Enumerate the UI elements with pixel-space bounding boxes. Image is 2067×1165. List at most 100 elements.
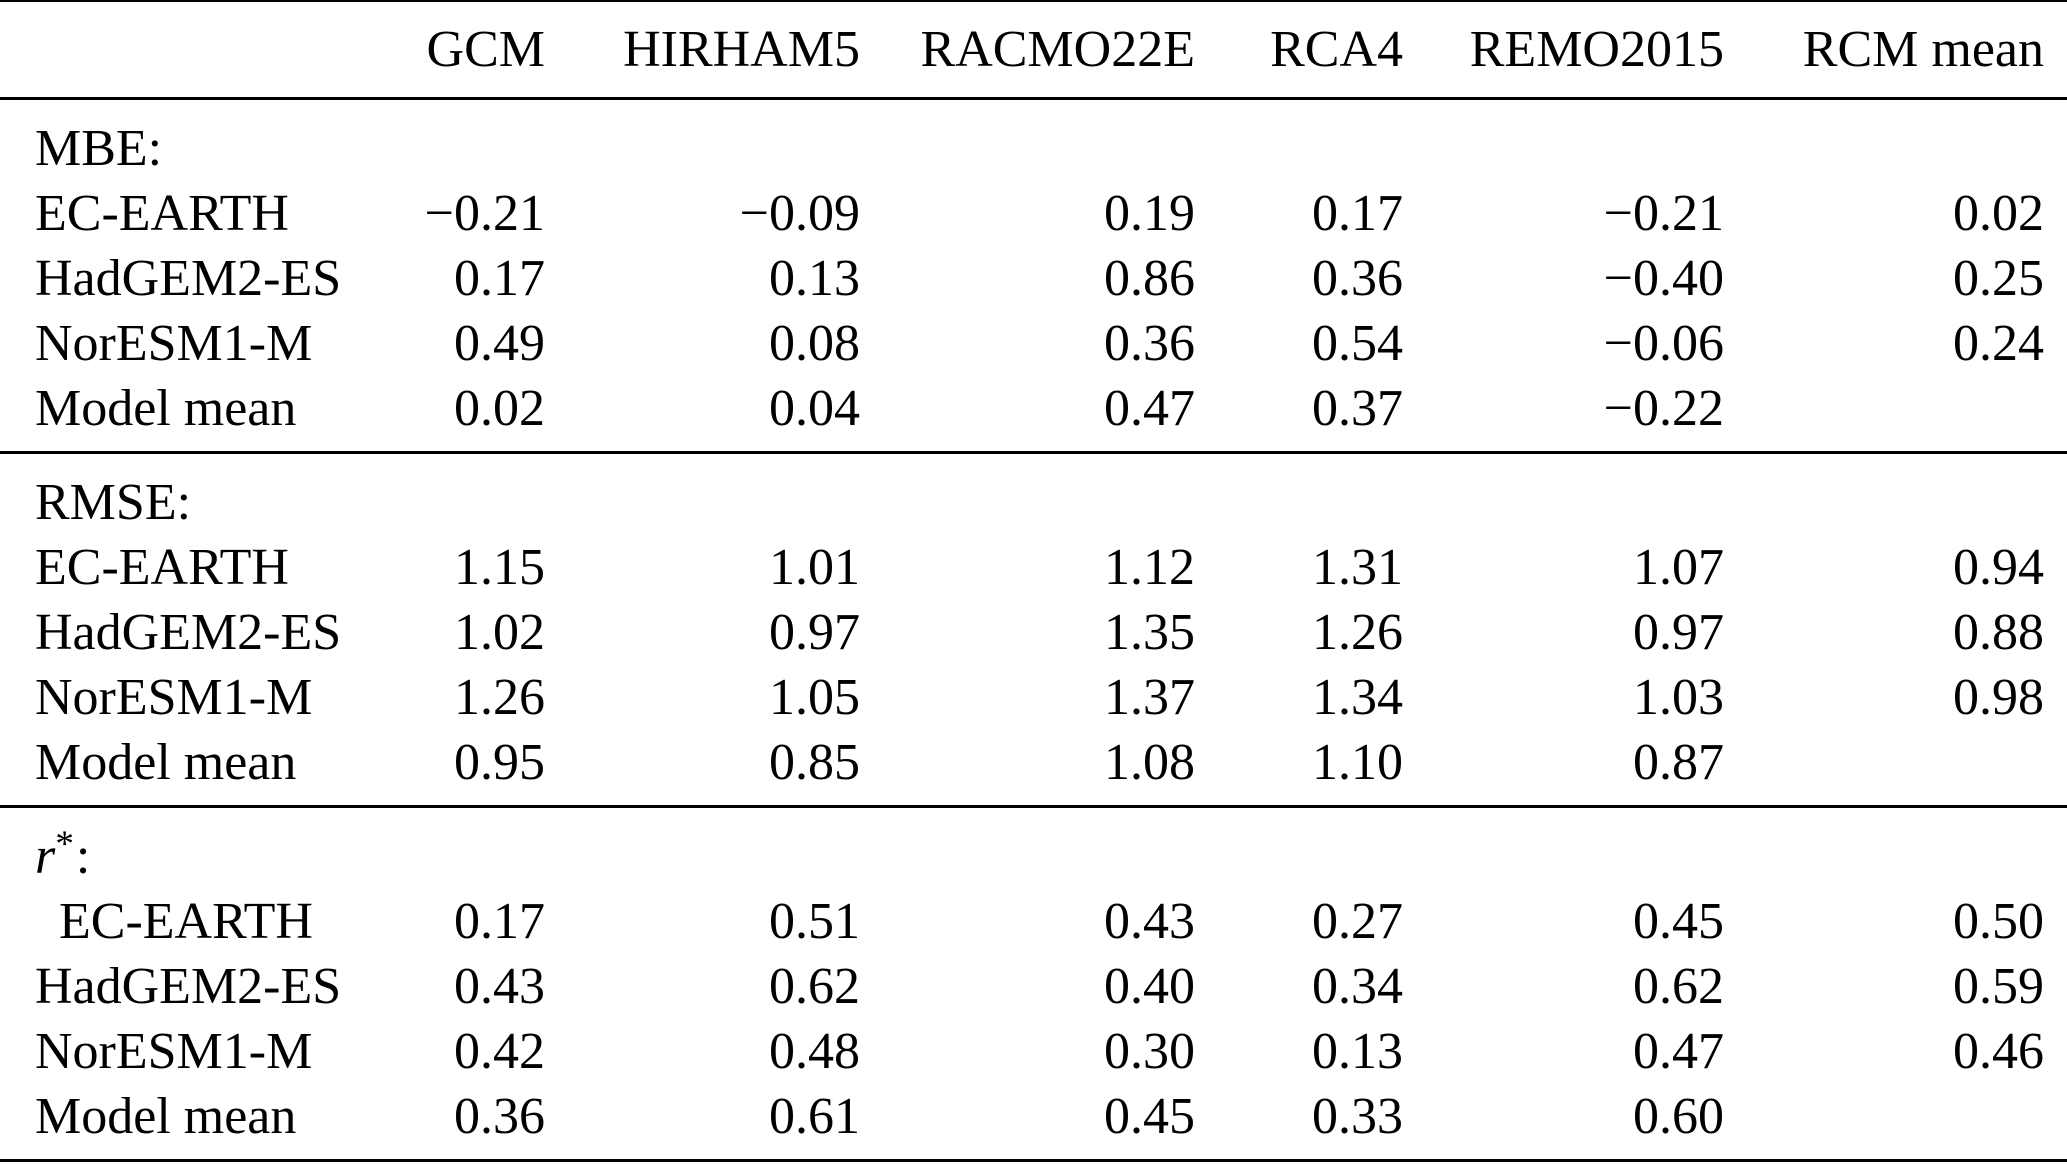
table-header: GCM HIRHAM5 RACMO22E RCA4 REMO2015 RCM m… xyxy=(0,1,2067,99)
data-cell: 0.25 xyxy=(1953,250,2044,307)
row-label-column-header xyxy=(0,1,380,99)
data-cell: 0.30 xyxy=(1104,1023,1195,1080)
data-cell: 0.43 xyxy=(454,958,545,1015)
data-cell: 0.60 xyxy=(1633,1088,1724,1145)
row-label: NorESM1-M xyxy=(35,669,313,726)
data-cell: 0.19 xyxy=(1104,185,1195,242)
data-cell: 1.34 xyxy=(1312,669,1403,726)
data-cell: 0.47 xyxy=(1104,380,1195,437)
data-cell: 0.62 xyxy=(769,958,860,1015)
table-row: EC-EARTH −0.21 −0.09 0.19 0.17 −0.21 0.0… xyxy=(0,181,2067,246)
data-cell: 0.45 xyxy=(1633,893,1724,950)
data-cell: −0.22 xyxy=(1603,380,1724,437)
row-label: HadGEM2-ES xyxy=(35,604,342,661)
table-row: NorESM1-M 1.26 1.05 1.37 1.34 1.03 0.98 xyxy=(0,665,2067,730)
data-cell: 1.10 xyxy=(1312,734,1403,791)
data-cell: 0.85 xyxy=(769,734,860,791)
data-cell: 1.31 xyxy=(1312,539,1403,596)
data-cell: 0.37 xyxy=(1312,380,1403,437)
data-cell: 0.62 xyxy=(1633,958,1724,1015)
column-header-hirham5: HIRHAM5 xyxy=(623,21,860,78)
rstar-symbol: r xyxy=(35,828,56,885)
table-row: NorESM1-M 0.42 0.48 0.30 0.13 0.47 0.46 xyxy=(0,1019,2067,1084)
section-label: MBE: xyxy=(35,120,163,177)
data-cell: 0.13 xyxy=(769,250,860,307)
row-label: EC-EARTH xyxy=(59,893,313,950)
data-cell: 0.27 xyxy=(1312,893,1403,950)
data-cell: 0.42 xyxy=(454,1023,545,1080)
data-cell: 0.02 xyxy=(1953,185,2044,242)
data-cell xyxy=(1724,730,2067,807)
data-cell: 1.03 xyxy=(1633,669,1724,726)
row-label: NorESM1-M xyxy=(35,315,313,372)
data-cell: 0.46 xyxy=(1953,1023,2044,1080)
data-cell: 0.45 xyxy=(1104,1088,1195,1145)
data-cell: 0.36 xyxy=(1104,315,1195,372)
data-cell: 0.08 xyxy=(769,315,860,372)
column-header-gcm: GCM xyxy=(426,21,545,78)
table-row: HadGEM2-ES 0.17 0.13 0.86 0.36 −0.40 0.2… xyxy=(0,246,2067,311)
data-cell: 0.97 xyxy=(769,604,860,661)
data-cell: 1.26 xyxy=(454,669,545,726)
table-row: Model mean 0.95 0.85 1.08 1.10 0.87 xyxy=(0,730,2067,807)
data-cell: 0.88 xyxy=(1953,604,2044,661)
table-row: HadGEM2-ES 0.43 0.62 0.40 0.34 0.62 0.59 xyxy=(0,954,2067,1019)
table-row: EC-EARTH 1.15 1.01 1.12 1.31 1.07 0.94 xyxy=(0,535,2067,600)
data-cell: 1.37 xyxy=(1104,669,1195,726)
data-cell: 0.95 xyxy=(454,734,545,791)
column-header-rca4: RCA4 xyxy=(1270,21,1403,78)
header-row: GCM HIRHAM5 RACMO22E RCA4 REMO2015 RCM m… xyxy=(0,1,2067,99)
data-cell: 1.35 xyxy=(1104,604,1195,661)
data-cell xyxy=(1724,1084,2067,1161)
data-cell: 0.54 xyxy=(1312,315,1403,372)
section-label-row: MBE: xyxy=(0,99,2067,182)
data-cell: −0.21 xyxy=(1603,185,1724,242)
row-label: EC-EARTH xyxy=(35,539,289,596)
section-rmse: RMSE: EC-EARTH 1.15 1.01 1.12 1.31 1.07 … xyxy=(0,453,2067,807)
section-label: RMSE: xyxy=(35,474,192,531)
rstar-colon: : xyxy=(75,828,91,885)
table-row: HadGEM2-ES 1.02 0.97 1.35 1.26 0.97 0.88 xyxy=(0,600,2067,665)
data-cell: 0.43 xyxy=(1104,893,1195,950)
column-header-remo2015: REMO2015 xyxy=(1469,21,1724,78)
data-cell: 1.15 xyxy=(454,539,545,596)
data-cell: 0.33 xyxy=(1312,1088,1403,1145)
data-cell: 0.24 xyxy=(1953,315,2044,372)
data-cell: 0.13 xyxy=(1312,1023,1403,1080)
data-cell: −0.09 xyxy=(739,185,860,242)
row-label: Model mean xyxy=(35,734,297,791)
section-label: r*: xyxy=(0,807,2067,890)
table-row: EC-EARTH 0.17 0.51 0.43 0.27 0.45 0.50 xyxy=(0,889,2067,954)
data-cell: 1.26 xyxy=(1312,604,1403,661)
table-row: NorESM1-M 0.49 0.08 0.36 0.54 −0.06 0.24 xyxy=(0,311,2067,376)
data-cell: 0.40 xyxy=(1104,958,1195,1015)
data-cell: 1.12 xyxy=(1104,539,1195,596)
data-cell: 0.48 xyxy=(769,1023,860,1080)
data-cell: 1.01 xyxy=(769,539,860,596)
column-header-rcm-mean: RCM mean xyxy=(1802,21,2044,78)
data-cell: 0.61 xyxy=(769,1088,860,1145)
row-label: HadGEM2-ES xyxy=(35,250,342,307)
column-header-racmo22e: RACMO22E xyxy=(920,21,1195,78)
data-cell: 0.36 xyxy=(1312,250,1403,307)
data-cell: −0.06 xyxy=(1603,315,1724,372)
data-cell: 0.50 xyxy=(1953,893,2044,950)
data-cell: 1.07 xyxy=(1633,539,1724,596)
rstar-superscript: * xyxy=(55,824,76,866)
section-mbe: MBE: EC-EARTH −0.21 −0.09 0.19 0.17 −0.2… xyxy=(0,99,2067,453)
data-cell xyxy=(1724,376,2067,453)
data-cell: −0.40 xyxy=(1603,250,1724,307)
section-rstar: r*: EC-EARTH 0.17 0.51 0.43 0.27 0.45 0.… xyxy=(0,807,2067,1161)
data-cell: 1.05 xyxy=(769,669,860,726)
row-label: NorESM1-M xyxy=(35,1023,313,1080)
data-cell: 0.97 xyxy=(1633,604,1724,661)
row-label: Model mean xyxy=(35,380,297,437)
table-row: Model mean 0.36 0.61 0.45 0.33 0.60 xyxy=(0,1084,2067,1161)
data-cell: 0.86 xyxy=(1104,250,1195,307)
data-cell: 0.04 xyxy=(769,380,860,437)
section-label-row: r*: xyxy=(0,807,2067,890)
row-label: HadGEM2-ES xyxy=(35,958,342,1015)
data-cell: 0.98 xyxy=(1953,669,2044,726)
data-cell: 0.17 xyxy=(454,893,545,950)
